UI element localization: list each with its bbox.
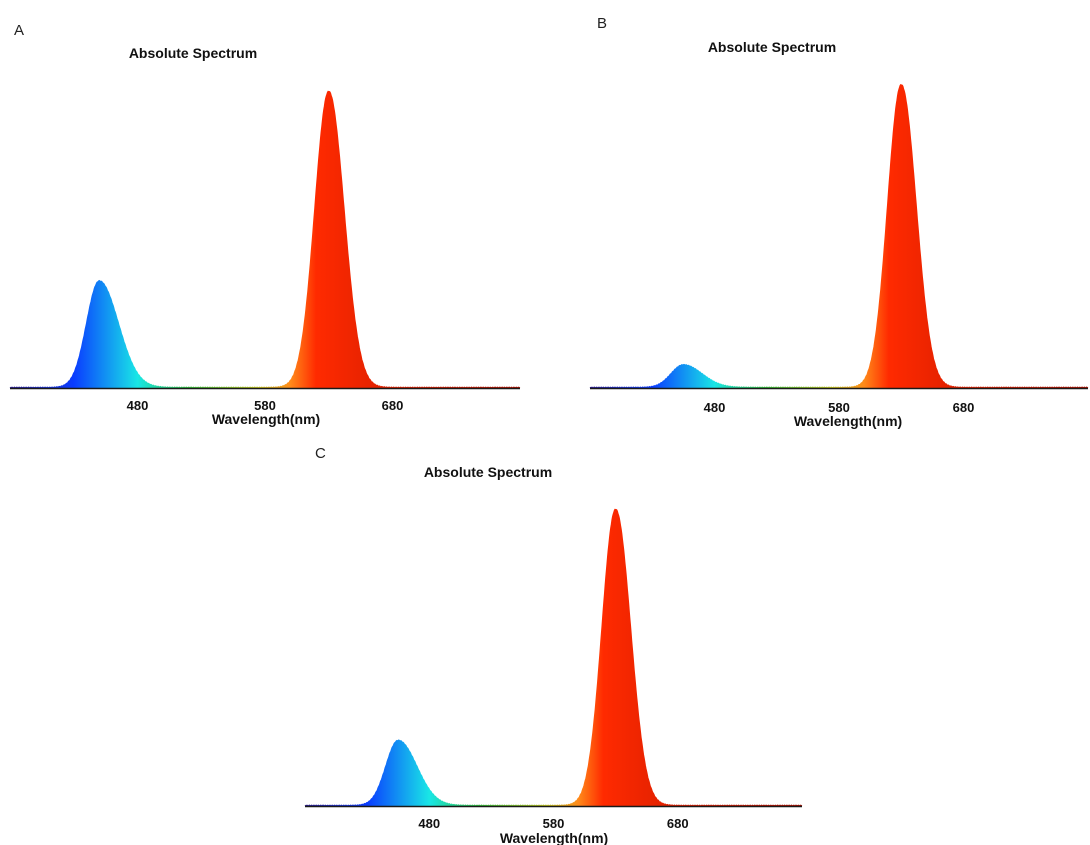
x-tick-labels: 480 580 680 <box>704 400 975 415</box>
spectrum-line <box>589 84 1089 389</box>
x-tick-labels: 480 580 680 <box>418 816 688 831</box>
x-tick-label: 580 <box>254 398 276 413</box>
x-tick-label: 680 <box>382 398 404 413</box>
spectrum-area <box>305 509 802 806</box>
panel-letter: C <box>315 445 326 462</box>
spectrum-series <box>9 90 521 390</box>
panel-c: C Absolute Spectrum 480 580 680 Wavelength… <box>304 445 803 845</box>
x-axis-label: Wavelength(nm) <box>500 830 608 845</box>
panel-a: A Absolute Spectrum 480 580 680 Wavelength… <box>9 22 521 427</box>
spectrum-line <box>9 90 521 389</box>
spectrum-area <box>590 84 1088 388</box>
spectrum-series <box>589 84 1089 390</box>
chart-title: Absolute Spectrum <box>708 39 836 55</box>
x-tick-label: 680 <box>667 816 689 831</box>
panel-b: B Absolute Spectrum 480 580 680 Wavelength… <box>589 15 1089 429</box>
x-axis-label: Wavelength(nm) <box>794 413 902 429</box>
spectrum-line <box>304 508 803 807</box>
chart-title: Absolute Spectrum <box>424 464 552 480</box>
x-tick-labels: 480 580 680 <box>127 398 404 413</box>
x-tick-label: 580 <box>828 400 850 415</box>
chart-title: Absolute Spectrum <box>129 45 257 61</box>
x-axis-label: Wavelength(nm) <box>212 411 320 427</box>
panel-letter: A <box>14 22 24 39</box>
x-tick-label: 480 <box>127 398 149 413</box>
x-tick-label: 680 <box>953 400 975 415</box>
x-tick-label: 580 <box>543 816 565 831</box>
x-tick-label: 480 <box>418 816 440 831</box>
spectrum-area <box>10 91 520 389</box>
spectrum-series <box>304 508 803 808</box>
panel-letter: B <box>597 15 607 32</box>
x-tick-label: 480 <box>704 400 726 415</box>
